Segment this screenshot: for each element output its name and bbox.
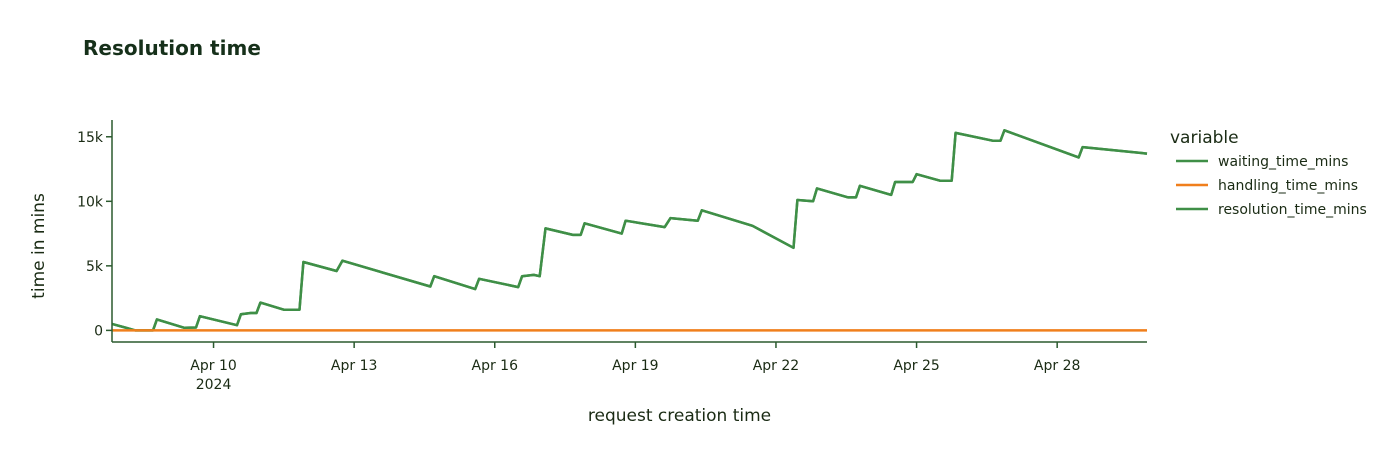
x-tick-label: Apr 13: [331, 358, 377, 374]
legend-label-handling_time_mins: handling_time_mins: [1218, 178, 1358, 194]
plot-area: [111, 129, 1148, 332]
y-axis: 0 5k 10k 15k: [77, 120, 113, 342]
x-tick-label: Apr 25: [893, 358, 939, 374]
x-tick-label: Apr 16: [472, 358, 519, 374]
y-tick-label: 5k: [86, 259, 104, 275]
x-tick-label: Apr 19: [612, 358, 658, 374]
legend: variable waiting_time_mins handling_time_…: [1170, 128, 1367, 218]
x-tick-label: Apr 28: [1034, 358, 1080, 374]
legend-label-waiting_time_mins: waiting_time_mins: [1218, 154, 1348, 170]
x-tick-sublabel: 2024: [196, 377, 232, 393]
x-tick-label: Apr 22: [753, 358, 799, 374]
y-tick-label: 0: [94, 323, 103, 339]
legend-label-resolution_time_mins: resolution_time_mins: [1218, 202, 1367, 218]
y-axis-title: time in mins: [29, 193, 49, 299]
y-tick-label: 10k: [77, 194, 104, 210]
series-line-waiting_time_mins: [111, 129, 1148, 332]
x-axis-title: request creation time: [588, 406, 771, 426]
series-line-resolution_time_mins: [111, 129, 1148, 332]
chart-title: Resolution time: [83, 36, 261, 60]
y-tick-label: 15k: [77, 130, 104, 146]
x-tick-label: Apr 10: [190, 358, 236, 374]
x-axis: Apr 10 2024 Apr 13 Apr 16 Apr 19 Apr 22 Apr 25…: [112, 341, 1147, 393]
legend-title: variable: [1170, 128, 1239, 148]
